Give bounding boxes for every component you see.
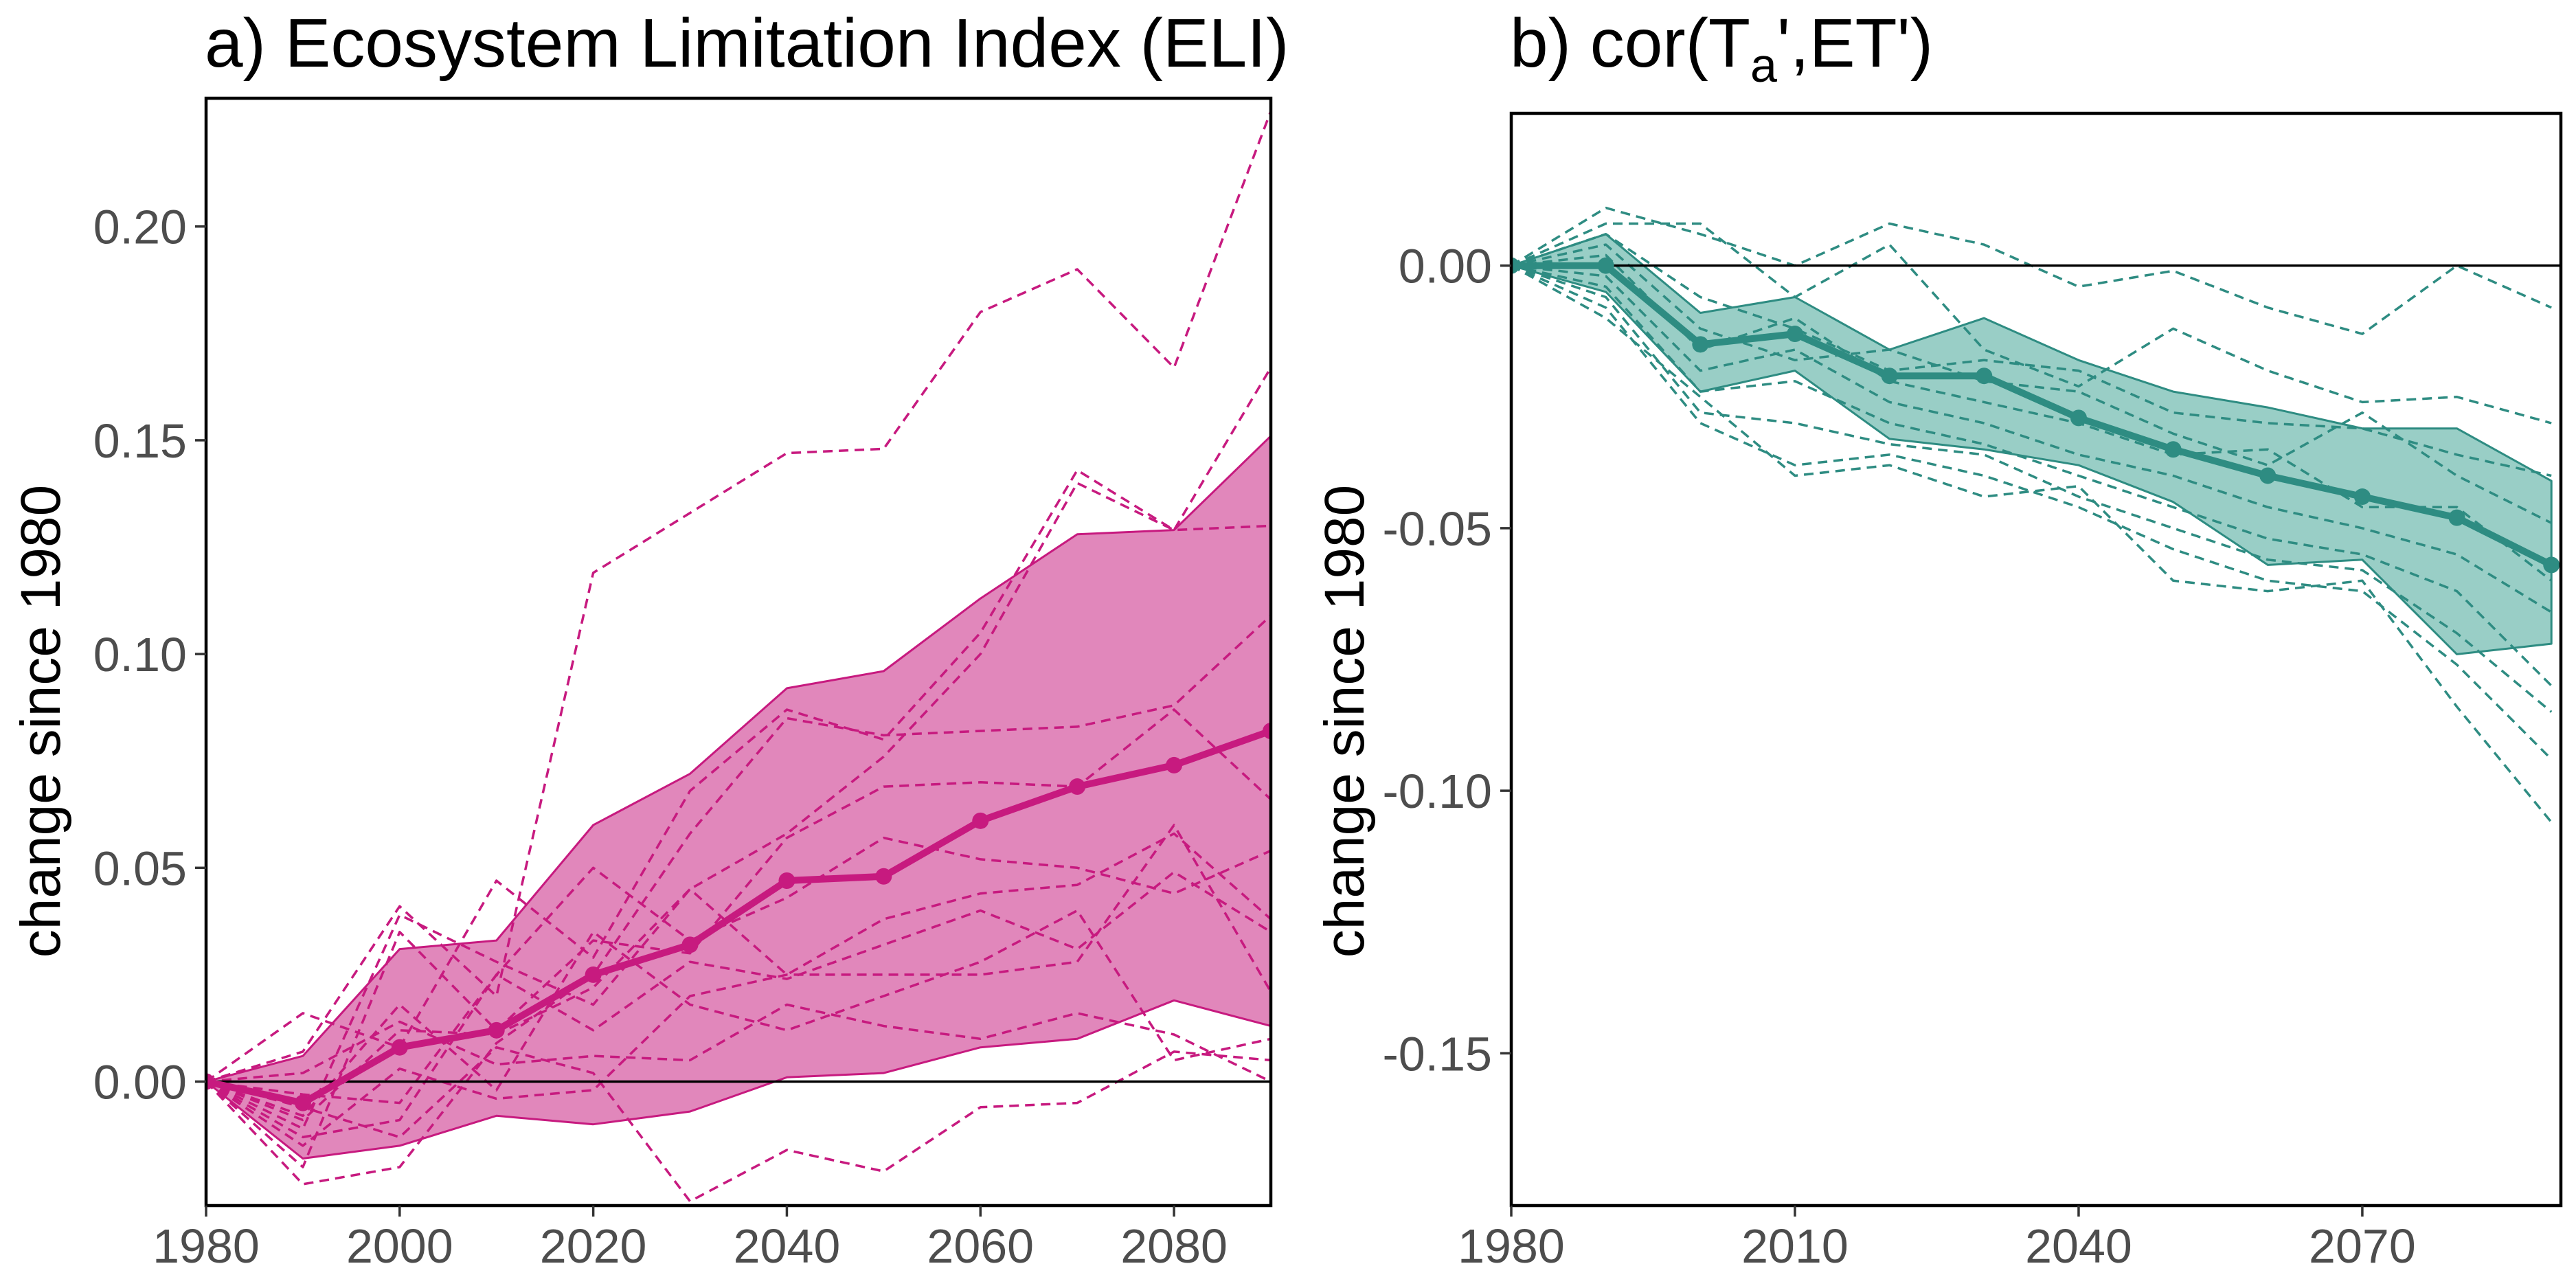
member-line-eli-3 (206, 482, 1271, 1130)
mean-point-eli-1980 (206, 1073, 214, 1090)
mean-point-cor-2020 (1881, 368, 1898, 385)
y-tick-label-eli-0: 0.00 (93, 1056, 187, 1109)
chart-title-cor: b) cor(Ta',ET') (1510, 5, 1933, 92)
member-line-eli-5 (206, 708, 1271, 1168)
mean-line-eli (206, 727, 1271, 1107)
member-line-eli-2 (206, 367, 1271, 1083)
uncertainty-band-eli (206, 435, 1271, 1160)
chart-title-cor-main: b) cor(T (1510, 5, 1750, 82)
mean-point-cor-2010 (1786, 326, 1803, 343)
mean-point-cor-2080 (2448, 509, 2465, 526)
plot-area-cor (1511, 206, 2561, 824)
x-tick-label-eli-1: 2000 (346, 1219, 453, 1273)
member-line-cor-6 (1511, 264, 2553, 613)
mean-point-cor-2050 (2165, 441, 2182, 458)
plot-border-eli (204, 96, 1273, 1208)
y-tick-label-cor-0: 0.00 (1399, 240, 1492, 293)
member-line-eli-10 (206, 909, 1271, 1118)
member-line-eli-6 (206, 836, 1271, 1139)
y-tick-label-eli-2: 0.10 (93, 628, 187, 681)
plot-border-cor (1509, 111, 2563, 1208)
x-tick-label-eli-4: 2060 (927, 1219, 1034, 1273)
x-tick-label-cor-1: 2010 (1741, 1219, 1849, 1273)
x-tick-label-eli-3: 2040 (734, 1219, 841, 1273)
member-line-eli-7 (206, 832, 1271, 1122)
mean-point-eli-2080 (1166, 756, 1183, 773)
x-tick-label-cor-3: 2070 (2309, 1219, 2416, 1273)
chart-title-cor-suffix: ',ET') (1777, 5, 1933, 82)
member-line-cor-7 (1511, 264, 2553, 687)
member-line-eli-11 (206, 1046, 1271, 1203)
x-tick-label-cor-2: 2040 (2025, 1219, 2132, 1273)
y-tick-label-eli-4: 0.20 (93, 201, 187, 254)
y-tick-label-cor-2: -0.10 (1382, 765, 1492, 818)
mean-point-eli-2030 (681, 936, 699, 953)
member-line-cor-3 (1511, 233, 2552, 477)
y-axis-label-eli: change since 1980 (10, 485, 72, 958)
mean-point-cor-2070 (2353, 488, 2371, 506)
member-line-cor-2 (1511, 222, 2552, 425)
chart-title-cor-subscript: a (1750, 38, 1777, 92)
x-tick-label-cor-0: 1980 (1458, 1219, 1565, 1273)
mean-point-cor-2090 (2543, 556, 2560, 574)
mean-point-cor-2000 (1692, 336, 1709, 353)
x-tick-label-eli-2: 2020 (540, 1219, 647, 1273)
mean-point-eli-2050 (875, 868, 892, 885)
member-line-eli-1 (206, 111, 1271, 1083)
mean-point-cor-2030 (1976, 368, 1993, 385)
y-axis-label-cor: change since 1980 (1313, 485, 1376, 958)
x-tick-label-eli-0: 1980 (152, 1219, 260, 1273)
y-tick-label-eli-1: 0.05 (93, 841, 187, 895)
mean-point-eli-2020 (585, 966, 602, 983)
member-line-eli-9 (206, 824, 1271, 1147)
y-tick-label-cor-3: -0.15 (1382, 1027, 1492, 1081)
mean-point-eli-2060 (972, 812, 989, 829)
member-line-cor-10 (1511, 264, 2553, 824)
mean-point-cor-2060 (2259, 467, 2276, 484)
member-line-eli-4 (206, 614, 1271, 1186)
mean-point-cor-2040 (2070, 409, 2087, 427)
member-line-eli-12 (206, 1003, 1271, 1083)
mean-point-eli-2070 (1069, 778, 1086, 795)
x-tick-label-eli-5: 2080 (1120, 1219, 1228, 1273)
mean-point-eli-2090 (1263, 723, 1271, 740)
plot-area-eli (206, 111, 1271, 1203)
mean-point-eli-2040 (778, 872, 795, 889)
mean-line-cor (1511, 262, 2555, 569)
chart-panel-eli: a) Ecosystem Limitation Index (ELI) chan… (10, 5, 1289, 1273)
member-line-cor-8 (1511, 264, 2553, 713)
mean-point-eli-2010 (488, 1021, 505, 1039)
mean-point-cor-1990 (1597, 257, 1614, 274)
mean-point-cor-1980 (1511, 257, 1519, 274)
mean-point-eli-1990 (294, 1094, 311, 1111)
y-tick-label-cor-1: -0.05 (1382, 502, 1492, 556)
y-tick-label-eli-3: 0.15 (93, 414, 187, 468)
chart-title-eli: a) Ecosystem Limitation Index (ELI) (205, 5, 1289, 82)
mean-point-eli-2000 (391, 1039, 408, 1056)
chart-panel-cor: b) cor(Ta',ET') change since 1980 0.00 -0… (1313, 5, 2563, 1273)
